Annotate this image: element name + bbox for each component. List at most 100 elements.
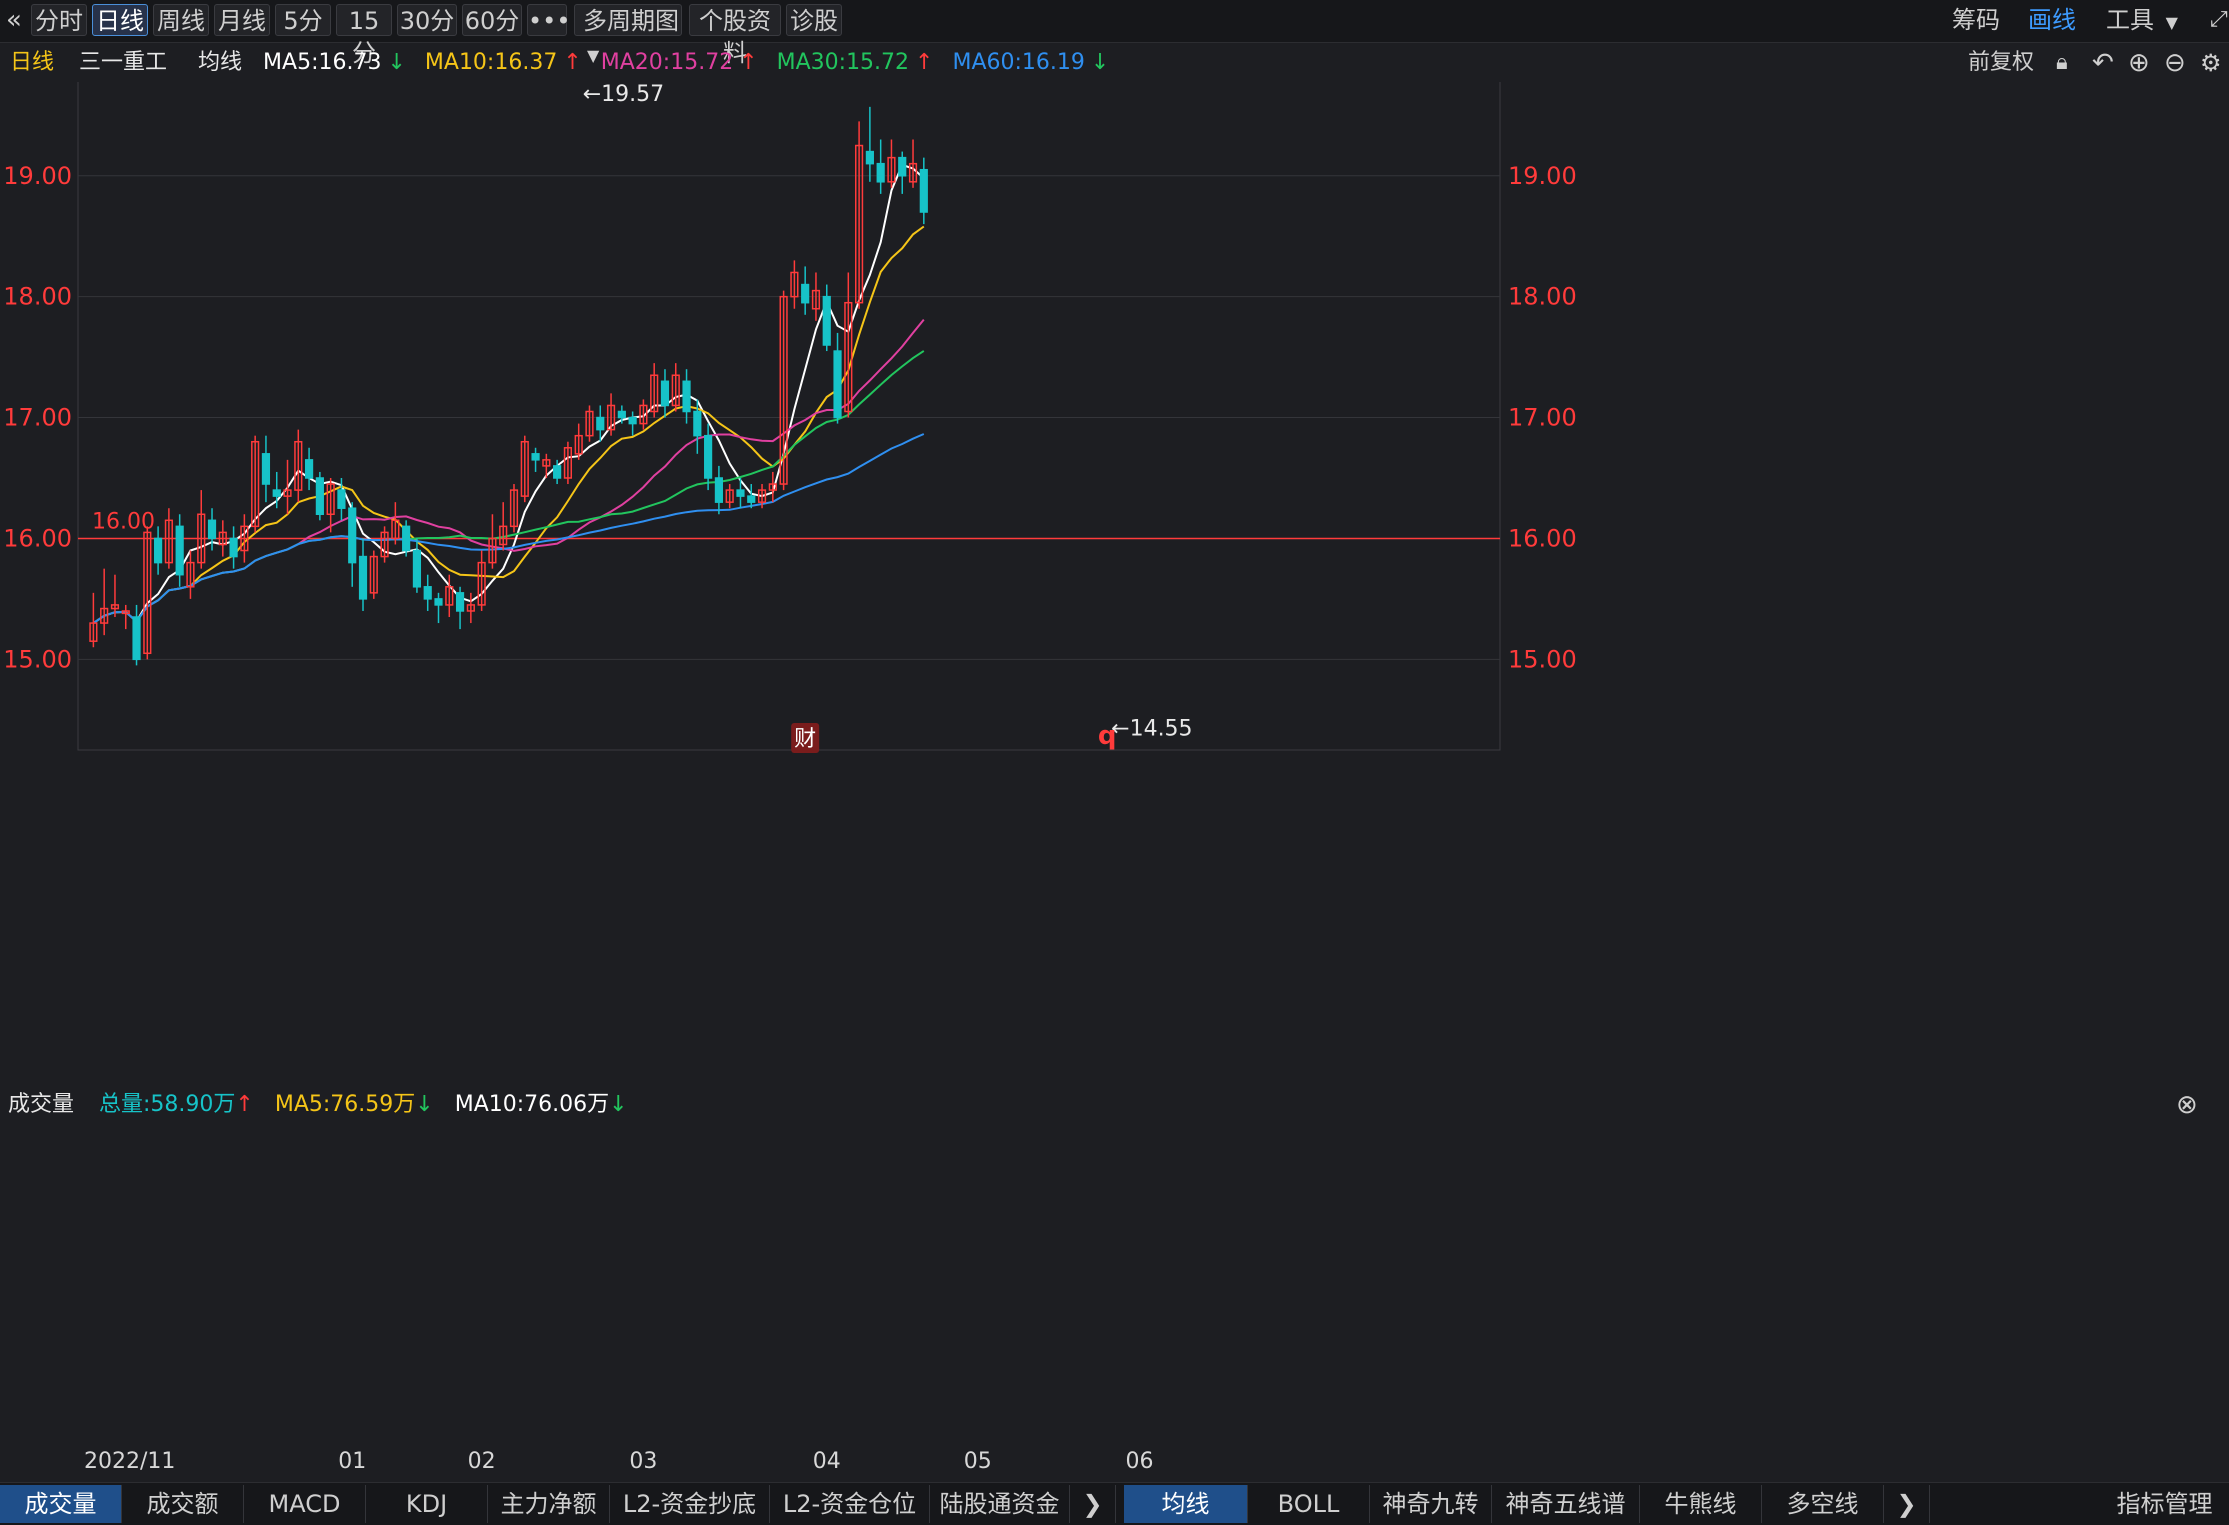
price-tick-label-right: 19.00: [1508, 162, 1577, 190]
candle-body: [553, 465, 562, 479]
candle-body: [801, 283, 810, 304]
ma10-value: MA10:16.37 ↑: [424, 50, 582, 75]
volume-ma10: MA10:76.06万↓: [454, 1092, 628, 1117]
ma5-line: [92, 163, 925, 624]
candle-body: [898, 156, 907, 177]
chip-button[interactable]: 筹码: [1952, 6, 2000, 34]
tab-15min[interactable]: 15分: [336, 4, 392, 67]
adjust-dropdown[interactable]: 前复权: [1968, 50, 2035, 75]
candle-body: [509, 489, 519, 528]
ma60-value: MA60:16.19 ↓: [952, 50, 1110, 75]
candle-body: [477, 561, 486, 606]
reference-line-label: 16.00: [92, 509, 155, 534]
candle-body: [693, 410, 702, 437]
more-button[interactable]: •••: [527, 4, 570, 36]
candle-body: [725, 489, 734, 503]
chevron-right-icon[interactable]: ❯: [1884, 1485, 1930, 1523]
candle-body: [628, 416, 637, 425]
candle-body: [488, 537, 497, 564]
tab-main-flow[interactable]: 主力净额: [488, 1485, 610, 1523]
lock-icon[interactable]: 🔒︎: [2056, 50, 2068, 75]
ma10-line: [92, 225, 925, 624]
tab-l2-bottom[interactable]: L2-资金抄底: [610, 1485, 770, 1523]
candle-body: [865, 150, 874, 165]
tab-hk-connect[interactable]: 陆股通资金: [930, 1485, 1070, 1523]
price-chart[interactable]: 15.00 15.00 16.00 16.00 17.00 17.00 18.00 18.00…: [0, 82, 2229, 1082]
period-label: 日线: [10, 50, 55, 75]
candle-body: [402, 525, 411, 552]
x-tick-label: 01: [338, 1449, 366, 1474]
candle-body: [596, 416, 605, 431]
tab-boll[interactable]: BOLL: [1248, 1485, 1370, 1523]
zoom-out-icon[interactable]: ⊖: [2164, 48, 2186, 78]
tab-five-line[interactable]: 神奇五线谱: [1492, 1485, 1640, 1523]
finance-marker-label: 财: [794, 727, 816, 752]
tab-long-short[interactable]: 多空线: [1762, 1485, 1884, 1523]
x-tick-label: 02: [468, 1449, 496, 1474]
candle-body: [315, 477, 324, 516]
tab-l2-position[interactable]: L2-资金仓位: [770, 1485, 930, 1523]
ma5-value: MA5:16.73 ↓: [263, 50, 406, 75]
candle-body: [89, 622, 98, 642]
candle-body: [606, 404, 616, 431]
double-chevron-left-icon[interactable]: «: [6, 5, 22, 35]
tab-kdj[interactable]: KDJ: [366, 1485, 488, 1523]
tab-daily[interactable]: 日线: [92, 4, 148, 36]
chevron-right-icon[interactable]: ❯: [1070, 1485, 1116, 1523]
indicator-manage-button[interactable]: 指标管理: [2116, 1490, 2213, 1518]
tab-5min[interactable]: 5分: [275, 4, 331, 36]
tools-dropdown[interactable]: 工具 ▼: [2106, 4, 2178, 36]
candle-body: [272, 489, 281, 497]
candle-body: [757, 489, 767, 503]
candle-body: [164, 519, 173, 564]
settings-icon[interactable]: ⚙: [2200, 49, 2222, 77]
candle-body: [121, 610, 130, 615]
price-tick-label-left: 15.00: [3, 645, 72, 673]
diagnose-button[interactable]: 诊股: [786, 4, 842, 36]
tools-label: 工具: [2106, 6, 2154, 34]
tab-30min[interactable]: 30分: [397, 4, 457, 36]
stock-info-button[interactable]: 个股资料: [689, 4, 781, 67]
candle-body: [822, 295, 831, 346]
zoom-in-icon[interactable]: ⊕: [2128, 48, 2150, 78]
tab-ma-overlay[interactable]: 均线: [1124, 1485, 1248, 1523]
tab-volume[interactable]: 成交量: [0, 1485, 122, 1523]
multi-period-dropdown[interactable]: 多周期图 ▼: [574, 4, 682, 65]
draw-line-button[interactable]: 画线: [2028, 6, 2076, 34]
collapse-icon[interactable]: ⤢: [2210, 7, 2228, 32]
candle-body: [423, 586, 432, 600]
undo-icon[interactable]: ↶: [2092, 48, 2114, 78]
x-tick-label: 05: [964, 1449, 992, 1474]
tab-macd[interactable]: MACD: [244, 1485, 366, 1523]
close-icon[interactable]: ⊗: [2176, 1090, 2198, 1120]
tab-60min[interactable]: 60分: [462, 4, 522, 36]
candle-body: [326, 483, 335, 516]
tab-turnover[interactable]: 成交额: [122, 1485, 244, 1523]
candle-body: [348, 507, 357, 564]
tab-nine-turn[interactable]: 神奇九转: [1370, 1485, 1492, 1523]
tab-bull-bear[interactable]: 牛熊线: [1640, 1485, 1762, 1523]
finance-marker-badge: [791, 723, 820, 753]
candle-body: [186, 561, 195, 588]
extreme-price-label: ←14.55: [1111, 717, 1192, 742]
price-plot-frame: [77, 82, 1501, 751]
tab-weekly[interactable]: 周线: [153, 4, 209, 36]
candle-body: [240, 525, 249, 552]
candle-body: [650, 374, 659, 413]
extreme-price-label: ←19.57: [583, 82, 664, 107]
tab-monthly[interactable]: 月线: [214, 4, 270, 36]
candle-body: [391, 519, 400, 540]
tab-intraday[interactable]: 分时: [31, 4, 87, 36]
candle-body: [876, 162, 885, 183]
candle-body: [100, 607, 109, 624]
candle-body: [779, 295, 788, 485]
candle-body: [445, 586, 454, 606]
ma60-line: [92, 433, 925, 624]
volume-chart[interactable]: 358.89358.89269.17269.17179.44179.4489.7…: [0, 1122, 2229, 1480]
indicator-tabbar: 成交量 成交额 MACD KDJ 主力净额 L2-资金抄底 L2-资金仓位 陆股…: [0, 1482, 2229, 1525]
price-tick-label-right: 17.00: [1508, 404, 1577, 432]
candle-body: [455, 592, 465, 612]
price-tick-label-left: 19.00: [3, 162, 72, 190]
x-tick-label: 03: [629, 1449, 657, 1474]
ma30-value: MA30:15.72 ↑: [776, 50, 934, 75]
